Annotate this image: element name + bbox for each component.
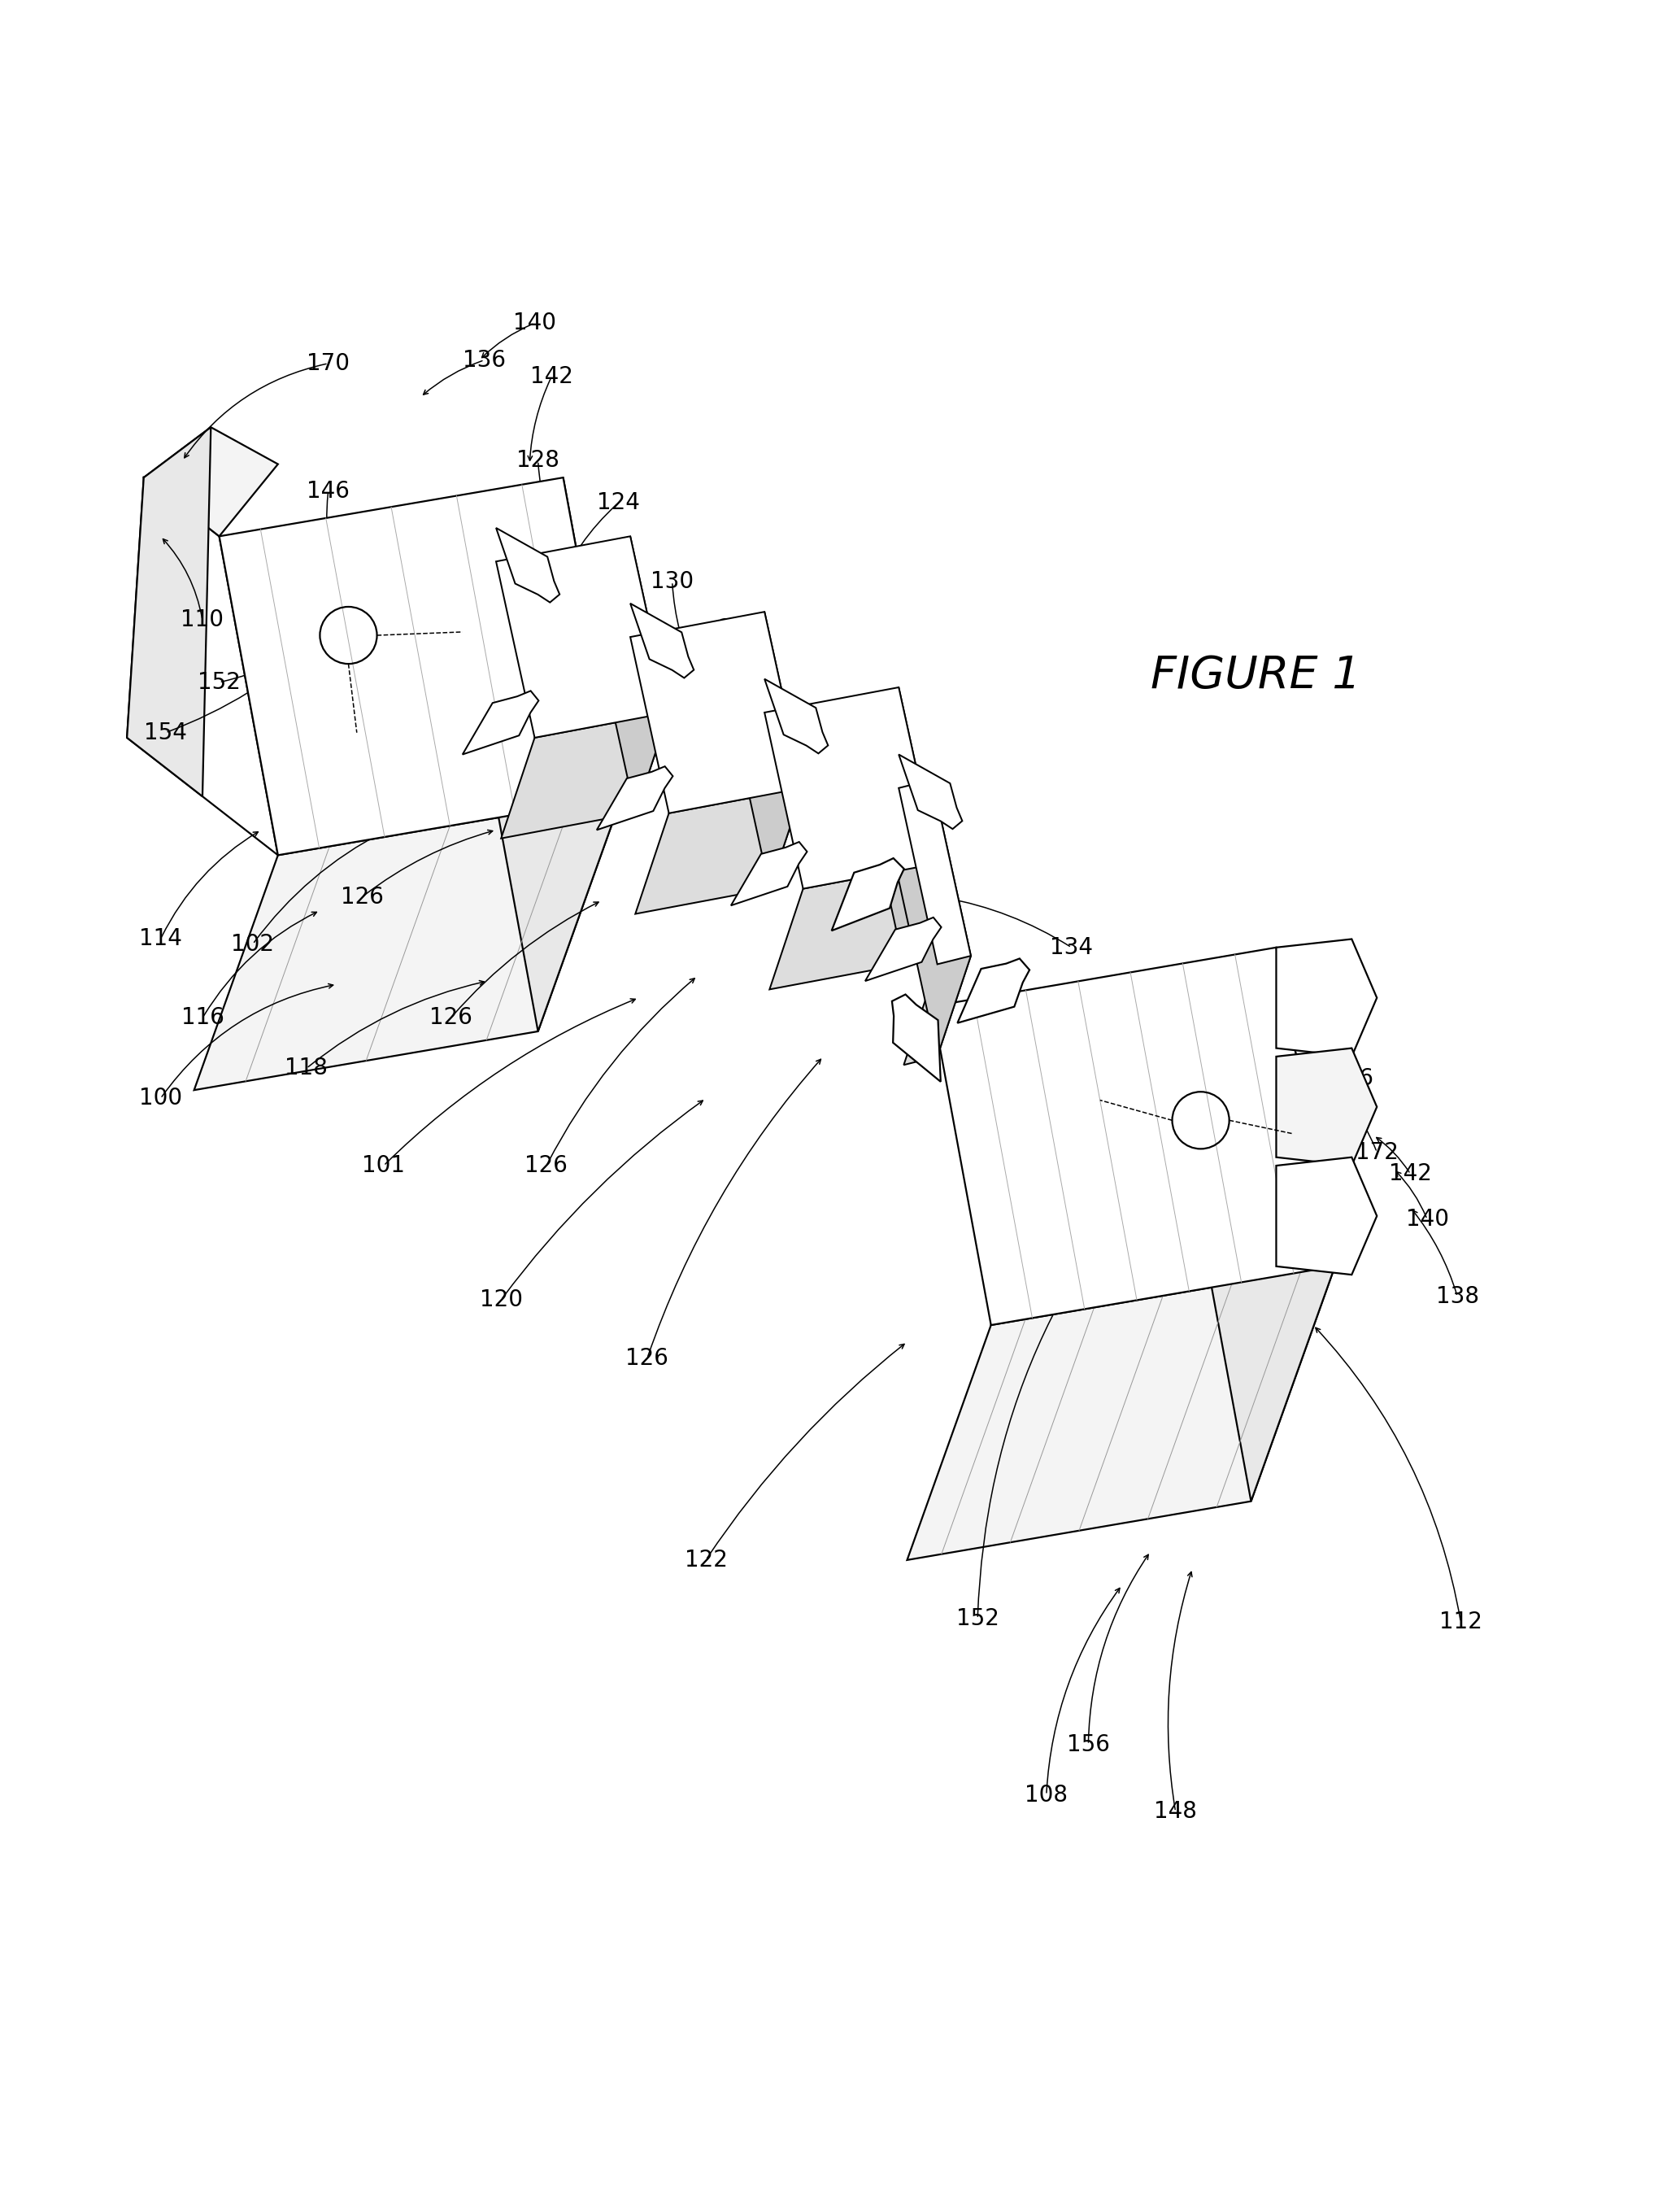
Polygon shape <box>1277 1158 1378 1274</box>
Text: 142: 142 <box>1389 1162 1431 1186</box>
Polygon shape <box>218 477 622 855</box>
Text: 126: 126 <box>524 1153 568 1178</box>
Polygon shape <box>596 536 669 813</box>
Polygon shape <box>865 918 941 982</box>
Polygon shape <box>496 536 669 738</box>
Polygon shape <box>128 426 212 798</box>
Polygon shape <box>865 688 937 964</box>
Text: 116: 116 <box>181 1006 223 1030</box>
Polygon shape <box>630 604 694 679</box>
Text: 142: 142 <box>529 365 573 389</box>
Polygon shape <box>892 995 941 1081</box>
Polygon shape <box>731 611 803 890</box>
Text: 156: 156 <box>1067 1733 1110 1755</box>
Text: 148: 148 <box>1154 1799 1198 1824</box>
Polygon shape <box>496 527 559 602</box>
Text: 106: 106 <box>1331 1068 1373 1090</box>
Text: 110: 110 <box>181 609 223 631</box>
Text: 100: 100 <box>139 1088 181 1109</box>
Polygon shape <box>630 611 803 813</box>
Text: 136: 136 <box>462 349 506 371</box>
Polygon shape <box>731 841 806 905</box>
Text: 124: 124 <box>843 855 887 879</box>
Polygon shape <box>907 1265 1336 1560</box>
Text: FIGURE 1: FIGURE 1 <box>1151 655 1361 696</box>
Text: 124: 124 <box>596 492 640 514</box>
Text: 102: 102 <box>232 934 274 956</box>
Text: 130: 130 <box>650 571 694 593</box>
Text: 152: 152 <box>198 670 240 694</box>
Polygon shape <box>1277 938 1378 1057</box>
Text: 124: 124 <box>717 617 761 639</box>
Text: 140: 140 <box>1406 1208 1448 1230</box>
Text: 138: 138 <box>1436 1285 1478 1307</box>
Text: 146: 146 <box>307 479 349 503</box>
Text: 126: 126 <box>341 885 383 910</box>
Text: 152: 152 <box>956 1608 1000 1630</box>
Polygon shape <box>128 477 277 855</box>
Text: 124: 124 <box>1000 1153 1043 1178</box>
Text: 134: 134 <box>1050 936 1094 958</box>
Text: 140: 140 <box>512 312 556 334</box>
Text: 108: 108 <box>1025 1784 1068 1806</box>
Text: 122: 122 <box>684 1549 727 1571</box>
Text: 128: 128 <box>516 450 559 472</box>
Text: 112: 112 <box>1440 1610 1482 1635</box>
Polygon shape <box>501 712 669 839</box>
Polygon shape <box>195 798 622 1090</box>
Polygon shape <box>769 863 937 989</box>
Polygon shape <box>899 780 971 964</box>
Text: 120: 120 <box>479 1287 522 1312</box>
Polygon shape <box>144 426 277 536</box>
Polygon shape <box>635 789 803 914</box>
Polygon shape <box>764 679 828 754</box>
Text: 154: 154 <box>144 721 186 745</box>
Text: 126: 126 <box>430 1006 472 1030</box>
Polygon shape <box>1277 1048 1378 1167</box>
Polygon shape <box>832 859 904 932</box>
Text: 114: 114 <box>139 927 181 951</box>
Text: 104: 104 <box>1280 1011 1322 1035</box>
Polygon shape <box>958 958 1030 1024</box>
Polygon shape <box>479 477 622 1030</box>
Polygon shape <box>932 947 1336 1325</box>
Polygon shape <box>899 780 971 1057</box>
Text: 172: 172 <box>1356 1140 1398 1164</box>
Polygon shape <box>899 754 963 828</box>
Text: 126: 126 <box>625 1347 669 1371</box>
Text: 101: 101 <box>363 1153 405 1178</box>
Text: 170: 170 <box>307 352 349 376</box>
Polygon shape <box>1193 947 1336 1501</box>
Polygon shape <box>904 956 971 1066</box>
Polygon shape <box>764 688 937 890</box>
Text: 118: 118 <box>286 1057 328 1079</box>
Polygon shape <box>596 767 674 830</box>
Text: 132: 132 <box>865 771 909 795</box>
Polygon shape <box>462 690 539 754</box>
